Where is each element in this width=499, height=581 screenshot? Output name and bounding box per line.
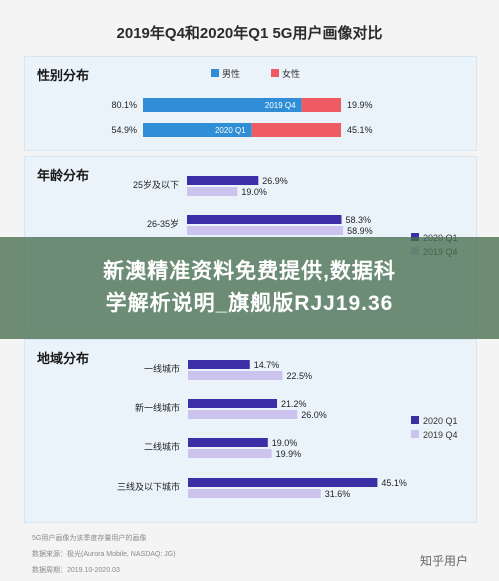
q1-value-label: 21.2% [281,399,307,409]
legend-female-swatch [271,69,279,77]
age-panel-title: 年龄分布 [37,168,90,183]
category-label: 26-35岁 [147,218,179,229]
male-bar [143,123,252,137]
category-label: 新一线城市 [135,402,180,413]
q1-bar [187,176,259,185]
q4-bar [187,226,344,235]
gender-panel-title: 性别分布 [37,68,90,83]
footer-source: 数据来源：极光(Aurora Mobile, NASDAQ: JG) [32,551,176,558]
q1-bar [188,438,268,447]
q4-bar [188,449,272,458]
q4-bar [188,489,321,498]
female-value-label: 19.9% [347,100,373,110]
female-value-label: 45.1% [347,125,373,135]
category-label: 三线及以下城市 [117,481,180,492]
legend-q4-label: 2019 Q4 [423,430,458,440]
female-bar [251,123,341,137]
male-value-label: 80.1% [111,100,137,110]
q1-value-label: 45.1% [381,478,407,488]
q1-bar [188,399,278,408]
category-label: 一线城市 [144,363,180,374]
region-panel: 地域分布 一线城市 14.7% 22.5% 新一线城市 21.2% 26.0% 二线城市 19… [24,339,477,523]
q4-value-label: 19.9% [276,449,302,459]
banner-line-1: 新澳精准资料免费提供,数据科 [103,260,396,283]
q1-bar [187,215,342,224]
q1-value-label: 58.3% [345,215,371,225]
q1-value-label: 14.7% [254,360,280,370]
q4-value-label: 26.0% [301,410,327,420]
q4-bar [188,410,298,419]
legend-q4-swatch [411,430,419,438]
legend-q1-swatch [411,416,419,424]
q4-bar [188,371,283,380]
q4-bar [187,187,238,196]
q1-value-label: 19.0% [272,438,298,448]
q4-value-label: 31.6% [325,489,351,499]
region-chart: 一线城市 14.7% 22.5% 新一线城市 21.2%26.0% 二线城市 19.0%19… [117,360,458,499]
q1-bar [188,478,378,487]
period-label: 2020 Q1 [215,126,246,135]
legend-female-label: 女性 [282,68,300,79]
region-panel-title: 地域分布 [37,351,90,366]
period-label: 2019 Q4 [265,101,296,110]
q4-value-label: 58.9% [347,226,373,236]
category-label: 25岁及以下 [133,179,179,190]
overlay-banner: 新澳精准资料免费提供,数据科 学解析说明_旗舰版RJJ19.36 [0,237,499,339]
legend-male-swatch [211,69,219,77]
q4-value-label: 22.5% [287,371,313,381]
brand-watermark: 知乎用户 [420,554,469,568]
footer-period: 数据周期：2019.10-2020.03 [32,567,120,574]
gender-chart: 男性 女性 80.1% 2019 Q4 19.9% 54.9% 2020 Q1 45.1% [111,68,373,137]
q4-value-label: 19.0% [241,187,267,197]
female-bar [301,98,341,112]
banner-line-2: 学解析说明_旗舰版RJJ19.36 [105,292,394,315]
male-bar [143,98,302,112]
male-value-label: 54.9% [111,125,137,135]
legend-q1-label: 2020 Q1 [423,416,458,426]
legend-male-label: 男性 [222,68,240,79]
chart-title: 2019年Q4和2020年Q1 5G用户画像对比 [116,25,383,42]
q1-value-label: 26.9% [262,176,288,186]
q1-bar [188,360,250,369]
category-label: 二线城市 [144,441,180,452]
footer-note: 5G用户画像为该季度存量用户的画像 [32,535,147,542]
gender-panel: 性别分布 男性 女性 80.1% 2019 Q4 19.9% 54.9% 2020 Q1 45… [24,56,477,151]
